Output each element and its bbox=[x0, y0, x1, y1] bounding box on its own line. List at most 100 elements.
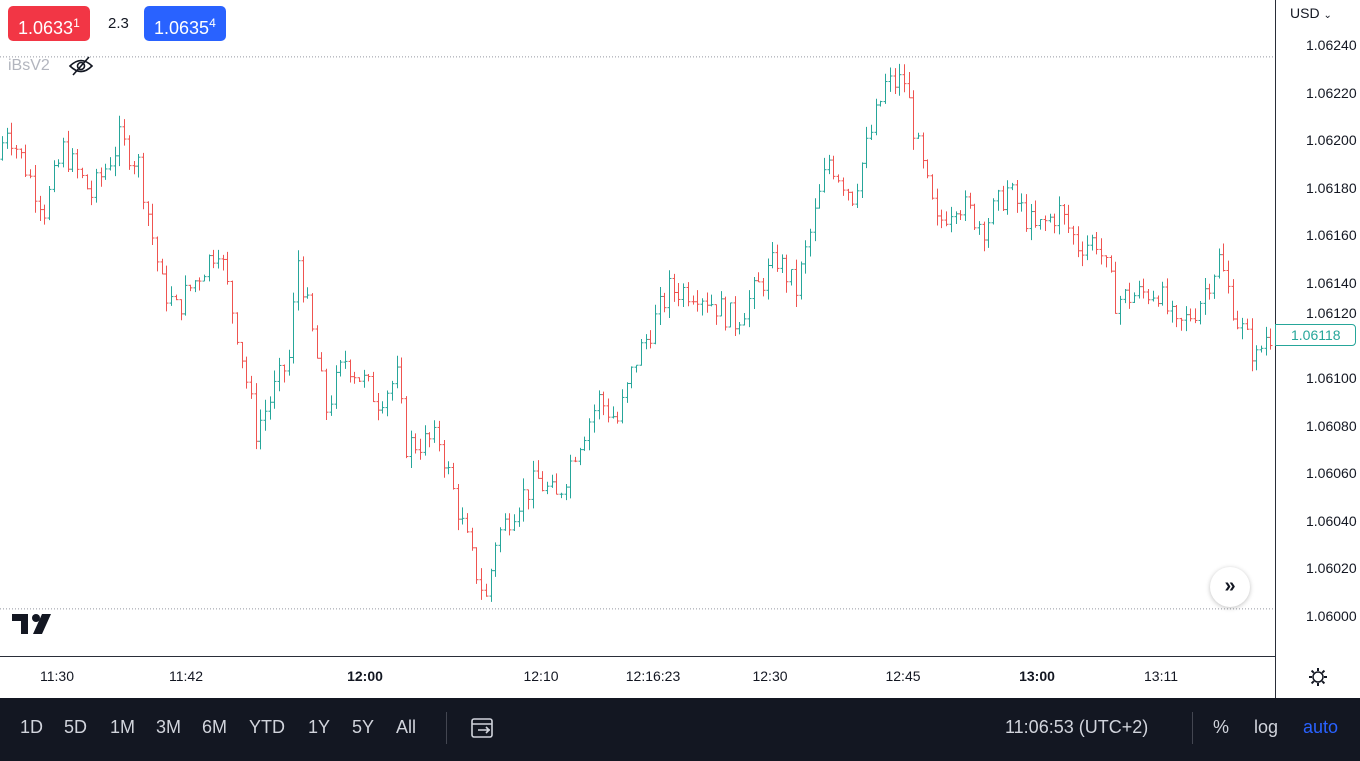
percent-toggle[interactable]: % bbox=[1213, 717, 1230, 737]
ohlc-bar bbox=[822, 157, 827, 193]
ohlc-bar bbox=[0, 136, 5, 161]
buy-button[interactable]: 1.06354 bbox=[144, 6, 226, 41]
ohlc-bar bbox=[136, 154, 141, 178]
ohlc-bar bbox=[742, 312, 747, 326]
ohlc-bar bbox=[831, 155, 836, 180]
ohlc-bar bbox=[474, 547, 479, 584]
currency-selector[interactable]: USD ⌄ bbox=[1290, 5, 1332, 21]
sell-button[interactable]: 1.06331 bbox=[8, 6, 90, 41]
ohlc-bar bbox=[1005, 180, 1010, 215]
scroll-to-latest-button[interactable]: » bbox=[1210, 567, 1250, 607]
range-button-6m[interactable]: 6M bbox=[202, 717, 228, 737]
clock-timezone[interactable]: 11:06:53 (UTC+2) bbox=[1005, 717, 1149, 737]
range-button-5d[interactable]: 5D bbox=[64, 717, 88, 737]
log-toggle[interactable]: log bbox=[1254, 717, 1279, 737]
auto-toggle[interactable]: auto bbox=[1303, 717, 1339, 737]
ohlc-bar bbox=[658, 286, 663, 325]
ohlc-bar bbox=[1085, 235, 1090, 261]
goto-date-icon[interactable] bbox=[470, 715, 496, 741]
ohlc-bar bbox=[1184, 306, 1189, 332]
time-axis[interactable]: 11:30 11:42 12:00 12:10 12:16:23 12:30 12:45 13… bbox=[0, 656, 1275, 698]
price-axis[interactable]: USD ⌄ 1.06240 1.06220 1.06200 1.06180 1.0616… bbox=[1275, 0, 1360, 698]
ohlc-bar bbox=[1118, 295, 1123, 325]
ohlc-bar bbox=[503, 513, 508, 531]
ohlc-bar bbox=[319, 352, 324, 372]
ohlc-bar bbox=[99, 167, 104, 187]
ohlc-bar bbox=[1137, 280, 1142, 299]
ohlc-bar bbox=[963, 190, 968, 221]
ohlc-bar bbox=[737, 321, 742, 335]
ohlc-bar bbox=[254, 383, 259, 450]
ohlc-bar bbox=[66, 130, 71, 173]
ohlc-bar bbox=[470, 527, 475, 551]
ohlc-bar bbox=[1174, 305, 1179, 328]
ohlc-bar bbox=[606, 398, 611, 423]
ohlc-bar bbox=[977, 221, 982, 235]
divider bbox=[446, 712, 447, 744]
ohlc-bar bbox=[456, 484, 461, 531]
ohlc-bar bbox=[949, 206, 954, 233]
ohlc-bar bbox=[334, 365, 339, 409]
currency-label: USD bbox=[1290, 5, 1320, 21]
ohlc-bar bbox=[916, 132, 921, 139]
ohlc-bar bbox=[1235, 310, 1240, 330]
ohlc-bar bbox=[587, 418, 592, 451]
ohlc-bar bbox=[366, 374, 371, 382]
ohlc-bar bbox=[573, 456, 578, 463]
ohlc-bar bbox=[216, 249, 221, 269]
ohlc-bar bbox=[465, 513, 470, 533]
range-button-3m[interactable]: 3M bbox=[156, 717, 182, 737]
ohlc-bar bbox=[752, 277, 757, 310]
ohlc-bar bbox=[770, 242, 775, 269]
ohlc-bar bbox=[1245, 318, 1250, 330]
price-tick-label: 1.06140 bbox=[1306, 274, 1357, 291]
ohlc-bar bbox=[550, 474, 555, 488]
ohlc-bar bbox=[733, 296, 738, 337]
ohlc-bar bbox=[531, 460, 536, 509]
ohlc-bar bbox=[5, 127, 10, 149]
ohlc-bar bbox=[240, 341, 245, 369]
time-tick-label: 12:30 bbox=[752, 668, 788, 684]
ohlc-bar bbox=[968, 192, 973, 209]
ohlc-bar bbox=[545, 481, 550, 495]
ohlc-bar bbox=[277, 357, 282, 392]
range-button-5y[interactable]: 5Y bbox=[352, 717, 375, 737]
tradingview-logo[interactable] bbox=[12, 612, 58, 636]
ohlc-bar bbox=[681, 283, 686, 307]
ohlc-bar bbox=[33, 165, 38, 213]
spread: 2.3 bbox=[108, 15, 129, 32]
ohlc-bar bbox=[89, 180, 94, 206]
ohlc-bar bbox=[385, 390, 390, 417]
ohlc-bar bbox=[780, 254, 785, 274]
ohlc-bar bbox=[1141, 278, 1146, 299]
settings-gear-icon[interactable] bbox=[1307, 666, 1329, 688]
ohlc-bar bbox=[61, 137, 66, 168]
ohlc-bar bbox=[235, 312, 240, 345]
ohlc-bar bbox=[305, 287, 310, 299]
ohlc-bar bbox=[338, 359, 343, 377]
chart-plot-area[interactable]: 1.06331 2.3 1.06354 iBsV2 » bbox=[0, 0, 1275, 656]
ohlc-bar bbox=[493, 542, 498, 577]
ohlc-bar bbox=[272, 370, 277, 409]
ohlc-bar bbox=[564, 484, 569, 501]
range-button-all[interactable]: All bbox=[396, 717, 417, 737]
ohlc-bar bbox=[324, 368, 329, 421]
chevron-down-icon: ⌄ bbox=[1323, 10, 1332, 21]
indicator-label[interactable]: iBsV2 bbox=[8, 57, 50, 74]
ohlc-bar bbox=[615, 411, 620, 424]
ohlc-bar bbox=[1254, 345, 1259, 371]
ohlc-bar bbox=[667, 270, 672, 318]
ohlc-bar bbox=[225, 251, 230, 285]
ohlc-bar bbox=[869, 124, 874, 141]
ohlc-bar bbox=[705, 292, 710, 313]
ohlc-bar bbox=[132, 160, 137, 175]
buy-price: 1.0635 bbox=[154, 18, 210, 38]
range-button-1y[interactable]: 1Y bbox=[308, 717, 331, 737]
ohlc-bar bbox=[1203, 277, 1208, 315]
ohlc-bar bbox=[169, 286, 174, 306]
eye-off-icon[interactable] bbox=[68, 55, 94, 77]
range-button-ytd[interactable]: YTD bbox=[249, 717, 285, 737]
range-button-1m[interactable]: 1M bbox=[110, 717, 136, 737]
price-tick-label: 1.06160 bbox=[1306, 227, 1357, 244]
range-button-1d[interactable]: 1D bbox=[20, 717, 44, 737]
